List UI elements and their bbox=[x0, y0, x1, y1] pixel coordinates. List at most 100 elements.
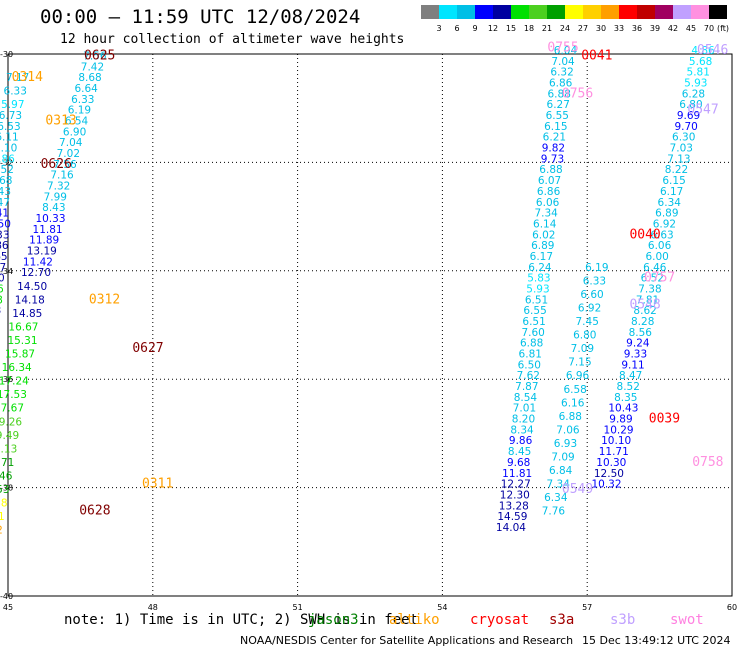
swh-label-swot: 7.13 bbox=[667, 153, 690, 165]
legend-item-altiko: altiko bbox=[389, 612, 440, 628]
legend-item-cryosat: cryosat bbox=[470, 612, 530, 628]
swh-label-cryosat: 7.01 bbox=[513, 403, 536, 415]
swh-label-swot: 10.29 bbox=[604, 424, 634, 436]
swh-label-cryosat: 7.04 bbox=[551, 56, 575, 68]
swh-label-swot: 5.81 bbox=[687, 67, 710, 79]
y-tick-label: -40 bbox=[0, 592, 13, 601]
colorbar-swatch bbox=[493, 5, 511, 19]
swh-label-altiko: 6.68 bbox=[0, 175, 12, 187]
swh-label-swot: 9.33 bbox=[624, 349, 647, 361]
colorbar-swatch bbox=[673, 5, 691, 19]
swh-label-cryosat: 6.02 bbox=[532, 229, 555, 241]
swh-label-cryosat: 6.06 bbox=[536, 197, 560, 209]
colorbar-tick-label: 45 bbox=[686, 24, 696, 33]
swh-label-swot: 6.06 bbox=[648, 240, 672, 252]
swh-label-s3a: 19.26 bbox=[0, 416, 22, 428]
swh-label-s3a: 14.85 bbox=[12, 308, 42, 320]
time-label: 0549 bbox=[562, 482, 593, 497]
time-label: 0314 bbox=[12, 70, 43, 85]
swh-label-s3a: 7.32 bbox=[47, 181, 70, 193]
swh-label-swot: 8.22 bbox=[665, 164, 688, 176]
swh-label-cryosat: 11.81 bbox=[502, 468, 532, 480]
swh-label-swot: 6.30 bbox=[672, 132, 695, 144]
swh-label-s3a: 17.67 bbox=[0, 403, 24, 415]
swh-label-cryosat: 14.04 bbox=[496, 522, 526, 534]
swh-label-cryosat: 13.28 bbox=[499, 500, 529, 512]
swh-label-altiko: 6.11 bbox=[0, 132, 19, 144]
swh-label-cryosat: 6.27 bbox=[547, 99, 570, 111]
swh-label-cryosat: 6.15 bbox=[544, 121, 567, 133]
legend-item-jason3: jason3 bbox=[308, 612, 359, 628]
swh-label-s3a: 22.53 bbox=[0, 484, 10, 496]
colorbar-tick-label: 33 bbox=[614, 24, 624, 33]
x-tick-label: 54 bbox=[437, 603, 447, 612]
time-label: 0756 bbox=[562, 86, 593, 101]
colorbar-tick-label: 9 bbox=[472, 24, 477, 33]
swh-label-swot: 8.56 bbox=[629, 327, 653, 339]
time-label: 0625 bbox=[84, 48, 115, 63]
swh-label-cryosat: 6.17 bbox=[530, 251, 553, 263]
swh-label-s3b: 7.09 bbox=[571, 343, 594, 355]
colorbar-swatch bbox=[583, 5, 601, 19]
legend-item-s3b: s3b bbox=[610, 612, 636, 628]
x-tick-label: 48 bbox=[148, 603, 158, 612]
swh-label-s3b: 6.96 bbox=[566, 370, 590, 382]
swh-label-swot: 10.10 bbox=[601, 435, 631, 447]
swh-label-altiko: 7.17 bbox=[6, 72, 29, 84]
y-tick-label: -30 bbox=[0, 50, 13, 59]
colorbar-swatch bbox=[691, 5, 709, 19]
time-label: 0546 bbox=[697, 43, 728, 58]
colorbar-tick-label: 12 bbox=[488, 24, 498, 33]
swh-label-s3a: 8.68 bbox=[78, 72, 101, 84]
swh-label-swot: 10.30 bbox=[596, 457, 626, 469]
swh-label-s3b: 6.16 bbox=[561, 397, 585, 409]
swh-label-altiko: 13.53 bbox=[0, 305, 1, 317]
colorbar-tick-label: 24 bbox=[560, 24, 570, 33]
y-tick-label: -38 bbox=[0, 484, 13, 493]
colorbar-swatch bbox=[439, 5, 457, 19]
swh-label-altiko: 9.41 bbox=[0, 208, 9, 220]
swh-label-s3b: 6.34 bbox=[544, 492, 568, 504]
colorbar-swatch bbox=[565, 5, 583, 19]
swh-label-s3a: 11.89 bbox=[29, 235, 59, 247]
swh-label-cryosat: 6.88 bbox=[548, 88, 571, 100]
colorbar-tick-label: 39 bbox=[650, 24, 660, 33]
swh-label-s3a: 15.31 bbox=[7, 335, 37, 347]
swh-label-cryosat: 6.04 bbox=[554, 45, 578, 57]
colorbar-tick-label: 42 bbox=[668, 24, 678, 33]
swh-label-cryosat: 6.32 bbox=[550, 67, 573, 79]
swh-label-s3b: 6.92 bbox=[578, 302, 601, 314]
swh-label-s3a: 26.41 bbox=[0, 511, 5, 523]
swh-label-swot: 6.00 bbox=[645, 251, 668, 263]
swh-label-cryosat: 6.89 bbox=[531, 240, 554, 252]
legend-item-swot: swot bbox=[670, 612, 704, 628]
time-label: 0628 bbox=[79, 504, 110, 519]
swh-label-s3a: 6.19 bbox=[68, 105, 91, 117]
swh-label-cryosat: 9.73 bbox=[541, 153, 564, 165]
swh-label-s3a: 6.64 bbox=[74, 83, 98, 95]
swh-label-s3a: 7.02 bbox=[57, 148, 80, 160]
swh-label-altiko: 8.47 bbox=[0, 197, 10, 209]
swh-label-cryosat: 6.51 bbox=[522, 316, 545, 328]
time-label: 0311 bbox=[142, 477, 173, 492]
colorbar-swatch bbox=[601, 5, 619, 19]
time-label: 0041 bbox=[581, 48, 612, 63]
swh-label-s3a: 7.04 bbox=[59, 137, 83, 149]
swh-label-s3a: 11.42 bbox=[23, 256, 53, 268]
swh-label-cryosat: 6.51 bbox=[525, 294, 548, 306]
swh-label-s3a: 6.90 bbox=[63, 126, 86, 138]
colorbar-swatch bbox=[655, 5, 673, 19]
time-label: 0039 bbox=[649, 412, 680, 427]
swh-label-swot: 9.89 bbox=[609, 414, 632, 426]
colorbar-swatch bbox=[529, 5, 547, 19]
swh-label-altiko: 14.07 bbox=[0, 262, 6, 274]
swh-label-s3a: 14.50 bbox=[17, 281, 47, 293]
swh-label-swot: 5.93 bbox=[684, 78, 707, 90]
time-label: 0626 bbox=[41, 157, 72, 172]
colorbar-swatch bbox=[475, 5, 493, 19]
swh-label-s3a: 7.99 bbox=[44, 191, 67, 203]
colorbar-tick-label: 36 bbox=[632, 24, 642, 33]
time-label: 0627 bbox=[132, 341, 163, 356]
swh-label-swot: 8.28 bbox=[631, 316, 654, 328]
colorbar-swatch bbox=[547, 5, 565, 19]
